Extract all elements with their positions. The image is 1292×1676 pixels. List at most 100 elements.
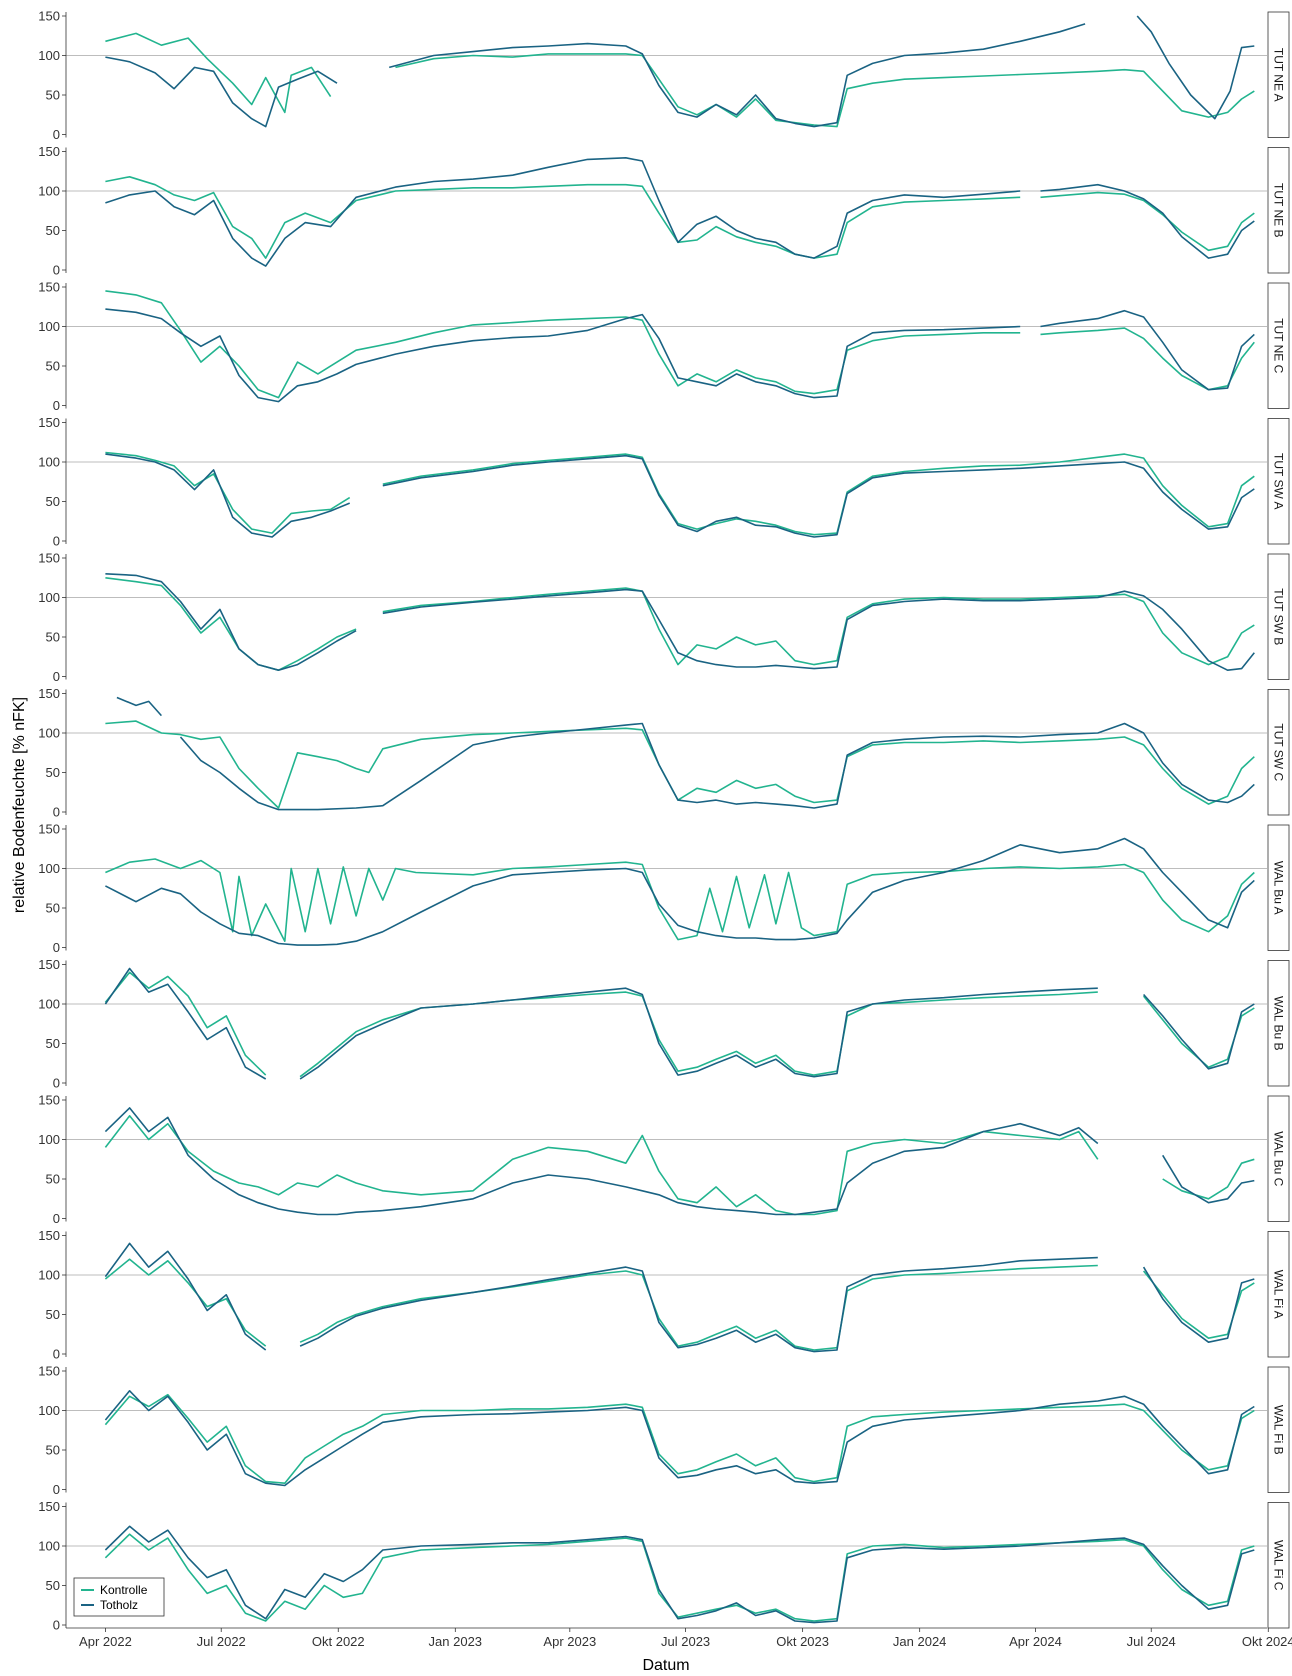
series-line-kontrolle (104, 1533, 1255, 1622)
strip-label: WAL Bu B (1272, 996, 1286, 1050)
strip-label: TUT NE C (1272, 318, 1286, 373)
y-tick-label: 150 (38, 280, 60, 295)
legend-box (73, 1577, 165, 1617)
y-tick-label: 0 (53, 1347, 60, 1362)
strip-label: TUT SW B (1272, 588, 1286, 645)
panel-wal-bu-b: 0 50 100 150 WAL Bu B (38, 957, 1290, 1091)
panel-tut-ne-c: 0 50 100 150 TUT NE C (38, 280, 1290, 413)
y-tick-label: 0 (53, 940, 60, 955)
y-tick-label: 100 (38, 455, 60, 470)
legend: Kontrolle Totholz (73, 1577, 165, 1617)
y-tick-label: 100 (38, 1132, 60, 1147)
strip-box (1267, 960, 1290, 1087)
panel-wal-fi-a: 0 50 100 150 WAL Fi A (38, 1228, 1290, 1362)
x-tick-label: Jul 2023 (661, 1634, 710, 1649)
y-tick-label: 0 (53, 805, 60, 820)
strip-box (1267, 689, 1290, 816)
strip-label: TUT NE B (1272, 183, 1286, 237)
strip-box (1267, 1366, 1290, 1493)
y-tick-label: 0 (53, 1211, 60, 1226)
y-tick-label: 0 (53, 127, 60, 142)
y-tick-label: 0 (53, 1482, 60, 1497)
y-tick-label: 50 (46, 1172, 60, 1187)
panels: 0 50 100 150 TUT NE A 0 50 100 150 TUT NE B 0 50 100… (38, 9, 1290, 1633)
y-tick-label: 50 (46, 1036, 60, 1051)
series-line-totholz (105, 837, 1255, 946)
y-tick-label: 0 (53, 263, 60, 278)
y-tick-label: 0 (53, 1618, 60, 1633)
series-line-totholz (104, 1242, 1255, 1353)
y-tick-label: 150 (38, 415, 60, 430)
strip-label: TUT SW C (1272, 723, 1286, 781)
series-line-totholz (105, 308, 1255, 403)
series-line-totholz (105, 453, 1255, 538)
y-tick-label: 100 (38, 590, 60, 605)
y-tick-label: 50 (46, 630, 60, 645)
series-line-kontrolle (104, 1115, 1255, 1216)
panel-wal-bu-c: 0 50 100 150 WAL Bu C (38, 1093, 1290, 1226)
panel-tut-sw-a: 0 50 100 150 TUT SW A (38, 415, 1290, 549)
panel-wal-fi-c: 0 50 100 150 WAL Fi C (38, 1499, 1290, 1633)
y-tick-label: 0 (53, 398, 60, 413)
y-tick-label: 150 (38, 144, 60, 159)
strip-label: WAL Fi C (1272, 1540, 1286, 1591)
y-tick-label: 150 (38, 686, 60, 701)
x-tick-label: Apr 2024 (1009, 1634, 1062, 1649)
strip-label: TUT NE A (1272, 48, 1286, 102)
series-line-totholz (104, 1107, 1255, 1216)
x-axis-title: Datum (642, 1657, 689, 1674)
y-tick-label: 50 (46, 223, 60, 238)
strip-box (1267, 824, 1290, 951)
y-tick-label: 0 (53, 669, 60, 684)
strip-box (1267, 418, 1290, 545)
x-tick-label: Apr 2023 (543, 1634, 596, 1649)
series-line-kontrolle (105, 720, 1255, 809)
x-tick-label: Apr 2022 (79, 1634, 132, 1649)
strip-label: WAL Fi B (1272, 1405, 1286, 1455)
x-tick-label: Jul 2022 (197, 1634, 246, 1649)
x-tick-label: Okt 2022 (312, 1634, 365, 1649)
panel-tut-ne-a: 0 50 100 150 TUT NE A (38, 9, 1290, 142)
panel-wal-bu-a: 0 50 100 150 WAL Bu A (38, 822, 1290, 955)
y-tick-label: 150 (38, 551, 60, 566)
series-line-totholz (104, 1525, 1255, 1624)
y-tick-label: 150 (38, 1228, 60, 1243)
y-tick-label: 100 (38, 861, 60, 876)
strip-label: WAL Fi A (1272, 1270, 1286, 1319)
y-tick-label: 100 (38, 726, 60, 741)
strip-box (1267, 147, 1290, 274)
x-tick-label: Okt 2024 (1242, 1634, 1292, 1649)
series-line-totholz (105, 15, 1255, 128)
y-tick-label: 50 (46, 88, 60, 103)
series-line-kontrolle (105, 176, 1255, 259)
y-tick-label: 150 (38, 957, 60, 972)
x-tick-label: Okt 2023 (776, 1634, 829, 1649)
strip-box (1267, 1095, 1290, 1222)
y-tick-label: 100 (38, 997, 60, 1012)
y-tick-label: 100 (38, 1539, 60, 1554)
y-tick-label: 100 (38, 184, 60, 199)
panel-wal-fi-b: 0 50 100 150 WAL Fi B (38, 1364, 1290, 1497)
strip-box (1267, 1502, 1290, 1629)
y-tick-label: 150 (38, 1093, 60, 1108)
strip-label: WAL Bu C (1272, 1131, 1286, 1186)
strip-box (1267, 11, 1290, 138)
strip-box (1267, 553, 1290, 680)
series-line-totholz (104, 1390, 1255, 1487)
y-tick-label: 50 (46, 901, 60, 916)
series-line-kontrolle (105, 858, 1255, 942)
y-tick-label: 50 (46, 1443, 60, 1458)
y-tick-label: 50 (46, 359, 60, 374)
y-tick-label: 50 (46, 1307, 60, 1322)
x-tick-label: Jan 2023 (429, 1634, 483, 1649)
y-tick-label: 0 (53, 534, 60, 549)
x-tick-label: Jul 2024 (1127, 1634, 1176, 1649)
y-tick-label: 50 (46, 494, 60, 509)
y-tick-label: 150 (38, 1364, 60, 1379)
y-tick-label: 150 (38, 822, 60, 837)
series-line-kontrolle (105, 451, 1255, 536)
y-tick-label: 100 (38, 319, 60, 334)
series-line-kontrolle (104, 1393, 1255, 1484)
strip-label: WAL Bu A (1272, 861, 1286, 915)
